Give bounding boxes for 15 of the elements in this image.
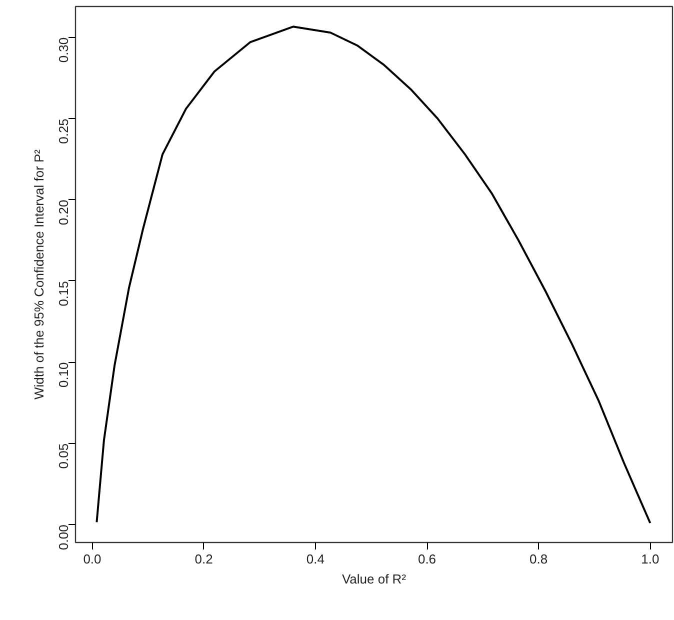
x-tick-label: 0.0 [83, 552, 102, 566]
y-tick-label: 0.05 [56, 443, 71, 469]
x-axis-title: Value of R² [342, 572, 407, 586]
x-tick-label: 0.6 [418, 552, 436, 566]
x-tick-label: 0.8 [530, 552, 548, 566]
y-tick-label: 0.20 [56, 200, 71, 226]
y-tick-label: 0.10 [56, 362, 71, 388]
x-tick-label: 1.0 [641, 552, 660, 566]
x-tick-label: 0.4 [306, 552, 324, 566]
y-tick-label: 0.00 [56, 524, 71, 550]
y-tick-label: 0.30 [56, 37, 71, 63]
y-tick-label: 0.25 [56, 118, 71, 144]
y-tick-label: 0.15 [56, 280, 71, 306]
y-axis-title: Width of the 95% Confidence Interval for P² [32, 148, 46, 400]
x-tick-label: 0.2 [194, 552, 213, 566]
